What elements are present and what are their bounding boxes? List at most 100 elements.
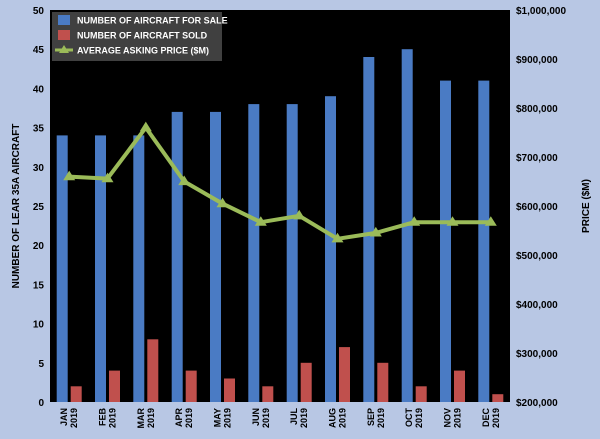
y-tick-label: 10 — [33, 320, 45, 331]
x-tick-year: 2019 — [184, 408, 194, 428]
x-tick-month: SEP — [366, 408, 376, 426]
y-tick-label: 15 — [33, 280, 45, 291]
plot-area — [50, 10, 510, 402]
y2-tick-label: $500,000 — [516, 251, 558, 262]
bar-sold-2 — [147, 339, 159, 402]
x-tick-year: 2019 — [223, 408, 233, 428]
bar-for-sale-2 — [133, 135, 145, 402]
price-marker-10 — [446, 216, 459, 226]
bar-for-sale-11 — [478, 80, 490, 402]
price-marker-11 — [484, 216, 497, 226]
legend-label-1: NUMBER OF AIRCRAFT SOLD — [77, 31, 208, 41]
x-tick-8: SEP 2019 — [366, 408, 386, 428]
x-tick-year: 2019 — [376, 408, 386, 428]
x-tick-4: MAY 2019 — [213, 408, 233, 428]
x-tick-month: NOV — [443, 408, 453, 428]
bar-sold-5 — [262, 386, 274, 402]
x-tick-month: AUG — [328, 408, 338, 428]
legend-marker — [59, 45, 69, 53]
y2-tick-label: $200,000 — [516, 398, 558, 409]
x-tick-2: MAR 2019 — [136, 408, 156, 429]
x-tick-year: 2019 — [261, 408, 271, 428]
legend-label-2: AVERAGE ASKING PRICE ($M) — [77, 46, 209, 56]
legend-swatch-0 — [58, 15, 70, 25]
x-tick-10: NOV 2019 — [443, 408, 463, 428]
bar-for-sale-0 — [56, 135, 68, 402]
price-marker-2 — [139, 121, 152, 132]
y2-tick-label: $800,000 — [516, 104, 558, 115]
x-tick-0: JAN 2019 — [59, 408, 79, 428]
y-tick-label: 40 — [33, 84, 45, 95]
bar-for-sale-10 — [440, 80, 451, 402]
bar-for-sale-3 — [171, 111, 183, 403]
price-marker-5 — [254, 216, 267, 226]
x-tick-6: JUL 2019 — [289, 408, 309, 429]
y2-tick-label: $600,000 — [516, 202, 558, 213]
bar-for-sale-1 — [95, 135, 106, 402]
x-tick-month: MAR — [136, 408, 146, 429]
bar-for-sale-8 — [363, 57, 375, 402]
bar-sold-6 — [300, 362, 312, 402]
y-axis-ticks: 0 5 10 15 20 25 30 35 40 45 50 — [33, 6, 45, 409]
x-tick-year: 2019 — [414, 408, 424, 428]
price-marker-3 — [178, 175, 191, 186]
price-marker-4 — [216, 197, 229, 208]
bar-sold-0 — [70, 386, 82, 402]
y-axis-title: NUMBER OF LEAR 35A AIRCRAFT — [11, 124, 22, 289]
bar-for-sale-7 — [325, 96, 336, 402]
y2-tick-label: $1,000,000 — [516, 6, 566, 17]
y2-axis-ticks: $200,000 $300,000 $400,000 $500,000 $600,000… — [516, 6, 566, 409]
y-tick-label: 30 — [33, 163, 45, 174]
y-tick-label: 5 — [38, 359, 44, 370]
bar-sold-11 — [492, 394, 504, 402]
y2-tick-label: $700,000 — [516, 153, 558, 164]
x-tick-3: APR 2019 — [174, 408, 194, 429]
y-tick-label: 20 — [33, 241, 45, 252]
bar-for-sale-5 — [248, 104, 260, 402]
x-tick-month: OCT — [404, 408, 414, 428]
price-marker-7 — [331, 232, 344, 243]
x-tick-year: 2019 — [108, 408, 118, 428]
price-marker-6 — [293, 209, 306, 220]
x-tick-7: AUG 2019 — [328, 408, 348, 428]
x-tick-5: JUN 2019 — [251, 408, 271, 428]
bar-sold-1 — [109, 370, 120, 402]
y-tick-label: 0 — [38, 398, 44, 409]
y2-tick-label: $400,000 — [516, 300, 558, 311]
x-tick-month: JAN — [59, 408, 69, 426]
x-tick-11: DEC 2019 — [481, 408, 501, 429]
price-line — [69, 125, 491, 241]
x-axis-ticks: JAN 2019 FEB 2019 MAR 2019 APR 2019 MAY 2019 JUN 20… — [59, 407, 501, 428]
legend: NUMBER OF AIRCRAFT FOR SALE NUMBER OF AIR… — [52, 12, 228, 61]
bar-sold-7 — [339, 347, 350, 402]
x-tick-year: 2019 — [299, 408, 309, 428]
bar-sold-4 — [224, 378, 235, 402]
bar-for-sale-6 — [286, 104, 298, 402]
y-tick-label: 50 — [33, 6, 45, 17]
y-tick-label: 45 — [33, 45, 45, 56]
bar-sold-10 — [454, 370, 465, 402]
x-tick-year: 2019 — [338, 408, 348, 428]
price-marker-8 — [369, 226, 382, 237]
y-tick-label: 25 — [33, 202, 45, 213]
x-tick-year: 2019 — [453, 408, 463, 428]
x-tick-month: APR — [174, 408, 184, 428]
y-tick-label: 35 — [33, 124, 45, 135]
x-tick-year: 2019 — [491, 408, 501, 428]
legend-label-0: NUMBER OF AIRCRAFT FOR SALE — [77, 16, 228, 26]
x-tick-month: FEB — [98, 407, 108, 426]
legend-swatch-1 — [58, 30, 70, 40]
bar-sold-8 — [377, 362, 389, 402]
x-tick-month: JUN — [251, 408, 261, 426]
price-marker-9 — [408, 216, 421, 226]
x-tick-9: OCT 2019 — [404, 408, 424, 429]
y2-tick-label: $300,000 — [516, 349, 558, 360]
bar-sold-9 — [415, 386, 427, 402]
x-tick-month: JUL — [289, 408, 299, 426]
y2-axis-title: PRICE ($M) — [581, 179, 592, 233]
legend-box — [52, 12, 222, 61]
bar-sold-3 — [185, 370, 197, 402]
x-tick-month: MAY — [213, 408, 223, 427]
